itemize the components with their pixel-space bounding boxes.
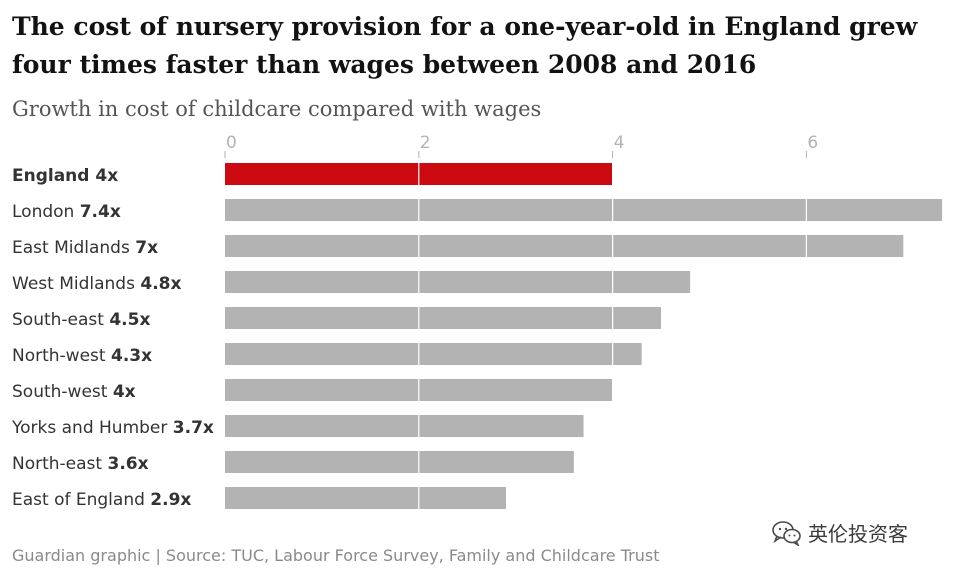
row-label-london: London 7.4x <box>12 202 121 222</box>
row-labels-group: England 4x London 7.4x East Midlands 7x Wes… <box>11 166 214 510</box>
row-label-north-east: North-east 3.6x <box>12 454 149 474</box>
row-label-west-midlands: West Midlands 4.8x <box>12 274 181 294</box>
bar-yorks-and-humber <box>225 415 584 437</box>
category-label: West Midlands <box>12 274 140 294</box>
value-label: 4.8x <box>140 274 181 294</box>
chart-subtitle: Growth in cost of childcare compared wit… <box>12 97 542 121</box>
value-label: 3.6x <box>107 454 148 474</box>
row-label-yorks-and-humber: Yorks and Humber 3.7x <box>11 418 214 438</box>
bar-north-east <box>225 451 574 473</box>
category-label: South-west <box>12 382 113 402</box>
watermark: 英伦投资客 <box>772 518 908 547</box>
row-label-north-west: North-west 4.3x <box>12 346 152 366</box>
row-label-england: England 4x <box>12 166 118 186</box>
row-label-east-midlands: East Midlands 7x <box>12 238 158 258</box>
category-label: London <box>12 202 80 222</box>
category-label: North-east <box>12 454 107 474</box>
bar-south-east <box>225 307 662 329</box>
value-label: 7x <box>135 238 158 258</box>
source-footer: Guardian graphic | Source: TUC, Labour F… <box>12 546 660 565</box>
value-label: 3.7x <box>173 418 214 438</box>
value-label: 4.5x <box>109 310 150 330</box>
row-label-south-east: South-east 4.5x <box>12 310 150 330</box>
bar-north-west <box>225 343 642 365</box>
wechat-logo-icon <box>772 520 801 546</box>
bars-group <box>225 163 943 509</box>
gridlines-group <box>224 151 808 509</box>
bar-london <box>225 199 943 221</box>
category-label: Yorks and Humber <box>11 418 173 438</box>
x-tick-label-4: 4 <box>614 133 625 153</box>
chart-title: The cost of nursery provision for a one-… <box>12 12 918 79</box>
category-label: South-east <box>12 310 109 330</box>
row-label-east-of-england: East of England 2.9x <box>12 490 191 510</box>
value-label: 4x <box>113 382 136 402</box>
x-tick-label-2: 2 <box>420 133 431 153</box>
category-label: England <box>12 166 95 186</box>
row-label-south-west: South-west 4x <box>12 382 136 402</box>
value-label: 2.9x <box>150 490 191 510</box>
category-label: North-west <box>12 346 111 366</box>
category-label: East of England <box>12 490 150 510</box>
bar-west-midlands <box>225 271 691 293</box>
category-label: East Midlands <box>12 238 135 258</box>
bar-east-of-england <box>225 487 507 509</box>
value-label: 7.4x <box>80 202 121 222</box>
watermark-text: 英伦投资客 <box>808 522 908 546</box>
x-tick-label-6: 6 <box>807 133 818 153</box>
value-label: 4.3x <box>111 346 152 366</box>
tick-labels-group: 0 2 4 6 <box>226 133 818 153</box>
x-tick-label-0: 0 <box>226 133 237 153</box>
bar-chart: 0 2 4 6 England 4x London 7.4x East Midlands … <box>11 133 943 510</box>
value-label: 4x <box>95 166 118 186</box>
bar-east-midlands <box>225 235 904 257</box>
